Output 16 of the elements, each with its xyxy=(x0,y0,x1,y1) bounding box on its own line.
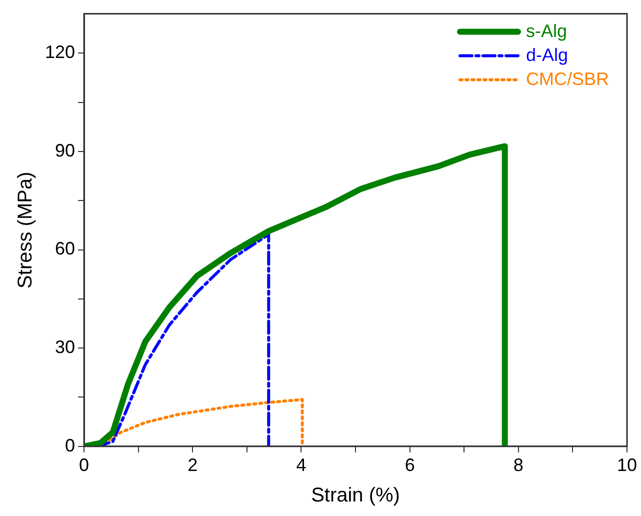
x-tick-label: 6 xyxy=(404,455,415,476)
y-tick-label: 120 xyxy=(44,42,76,62)
legend-label: d-Alg xyxy=(526,44,568,65)
x-tick-label: 0 xyxy=(79,455,90,476)
y-axis-title: Stress (MPa) xyxy=(14,172,37,288)
legend-label: CMC/SBR xyxy=(526,68,610,89)
x-tick-label: 10 xyxy=(616,455,638,476)
y-tick-label: 60 xyxy=(55,238,76,259)
y-tick-label: 90 xyxy=(55,140,76,160)
x-tick-label: 2 xyxy=(188,455,198,476)
y-tick-label: 30 xyxy=(55,337,76,358)
y-tick-label: 0 xyxy=(65,435,76,456)
x-tick-label: 4 xyxy=(296,455,306,476)
legend-label: s-Alg xyxy=(526,20,568,41)
x-axis-title: Strain (%) xyxy=(311,484,400,507)
x-tick-label: 8 xyxy=(513,455,524,476)
